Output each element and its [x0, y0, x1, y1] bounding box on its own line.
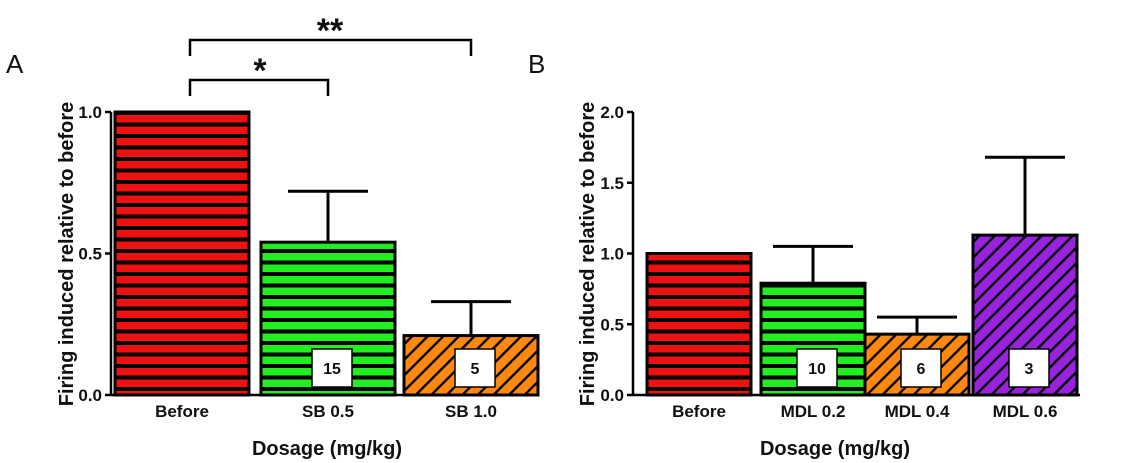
panel-a-n-label: 15 — [323, 361, 341, 378]
panel-b-x-tick-label: MDL 0.6 — [993, 402, 1058, 421]
panel-b: B Firing induced relative to before Dosa… — [528, 49, 1080, 460]
panel-a-y-tick-label: 0.0 — [78, 386, 102, 405]
panel-b-y-tick-label: 0.5 — [600, 315, 624, 334]
panel-a-label: A — [6, 49, 24, 79]
panel-a-x-axis-title: Dosage (mg/kg) — [252, 438, 402, 460]
panel-a: A Firing induced relative to before Dosa… — [6, 12, 540, 460]
panel-a-n-box — [311, 348, 353, 388]
panel-b-marks: 0.0 0.5 1.0 1.5 2.0 Before MDL 0.2 10 MDL 0.4 6 MD… — [600, 103, 1080, 421]
panel-b-x-axis-title: Dosage (mg/kg) — [760, 438, 910, 460]
panel-b-n-box — [796, 348, 838, 388]
panel-b-n-label: 3 — [1025, 361, 1034, 378]
panel-b-n-label: 6 — [917, 361, 926, 378]
panel-a-x-tick-label: SB 1.0 — [445, 402, 497, 421]
panel-a-bar — [113, 110, 251, 397]
panel-a-significance-bracket — [188, 38, 473, 56]
panel-b-y-tick-label: 2.0 — [600, 103, 624, 122]
panel-b-label: B — [528, 49, 545, 79]
panel-a-y-tick-label: 0.5 — [78, 245, 102, 264]
panel-b-y-axis-title: Firing induced relative to before — [577, 102, 599, 407]
panel-a-y-tick-label: 1.0 — [78, 103, 102, 122]
panel-b-y-tick-label: 1.0 — [600, 245, 624, 264]
panel-b-y-tick-label: 1.5 — [600, 174, 624, 193]
panel-a-significance-label: * — [253, 52, 267, 90]
panel-b-n-box — [900, 348, 942, 388]
panel-a-significance-bracket — [188, 78, 330, 96]
panel-a-x-tick-label: SB 0.5 — [302, 402, 354, 421]
panel-b-x-tick-label: Before — [672, 402, 726, 421]
panel-a-significance-label: ** — [317, 12, 344, 50]
panel-b-x-tick-label: MDL 0.4 — [885, 402, 950, 421]
panel-b-bar — [645, 252, 753, 397]
panel-b-n-box — [1008, 348, 1050, 388]
panel-b-n-label: 10 — [808, 361, 826, 378]
panel-a-n-box — [454, 348, 496, 388]
panel-a-x-tick-label: Before — [155, 402, 209, 421]
panel-a-y-axis-title: Firing induced relative to before — [56, 102, 78, 407]
panel-a-n-label: 5 — [471, 361, 480, 378]
panel-b-y-tick-label: 0.0 — [600, 386, 624, 405]
panel-b-x-tick-label: MDL 0.2 — [781, 402, 846, 421]
